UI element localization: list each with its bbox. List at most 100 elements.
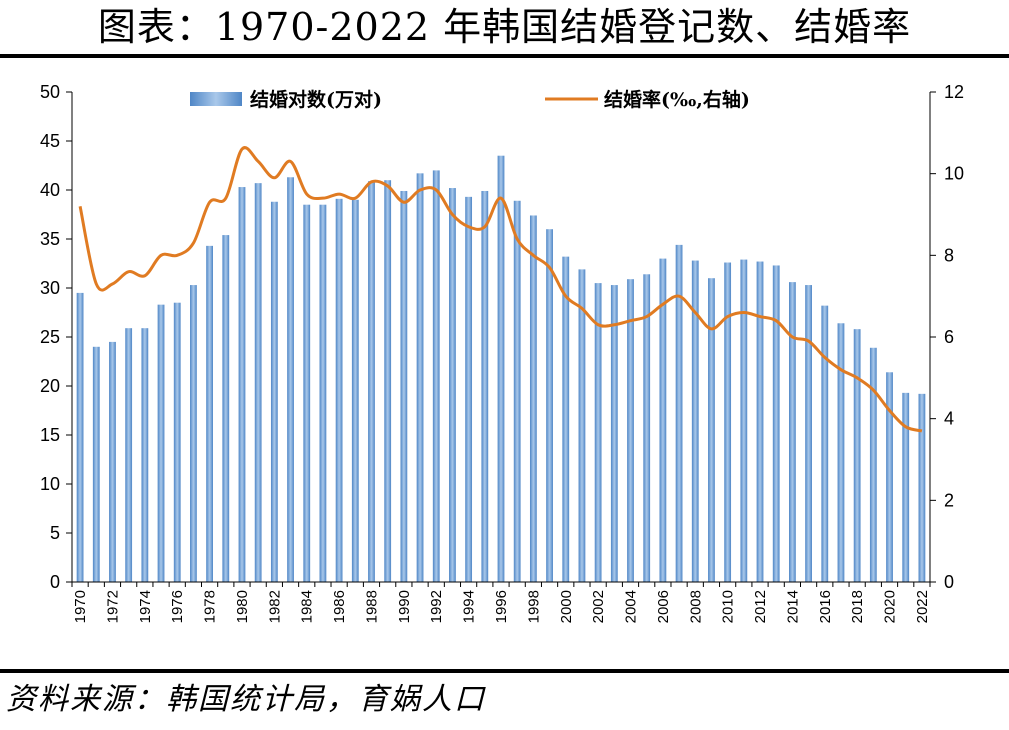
x-tick-label: 1980 — [234, 590, 251, 623]
title-divider — [0, 54, 1009, 58]
chart: 0 5 10 15 20 25 30 35 40 45 50 0 2 4 6 8 10 12 1970 1972 197… — [40, 82, 964, 623]
bar-2018 — [853, 329, 861, 582]
y-right-tick-label: 0 — [944, 572, 954, 592]
bar-2021 — [902, 392, 910, 582]
bar-2012 — [756, 261, 764, 582]
bar-2022 — [918, 393, 926, 582]
x-tick-label: 1992 — [428, 590, 445, 623]
x-tick-label: 1996 — [493, 590, 510, 623]
x-tick-label: 2020 — [882, 590, 899, 623]
bar-2000 — [562, 256, 570, 582]
y-left-tick-label: 15 — [40, 425, 60, 445]
y-right-tick-label: 2 — [944, 490, 954, 510]
bar-1987 — [351, 199, 359, 583]
x-tick-label: 1986 — [331, 590, 348, 623]
chart-title: 图表：1970-2022 年韩国结婚登记数、结婚率 — [97, 5, 912, 49]
x-tick-label: 1972 — [104, 590, 121, 623]
bar-1986 — [335, 198, 343, 582]
x-tick-label: 1998 — [525, 590, 542, 623]
bar-2013 — [772, 265, 780, 582]
x-tick-label: 1976 — [169, 590, 186, 623]
bar-1988 — [368, 181, 375, 582]
bar-1990 — [400, 190, 408, 583]
x-tick-label: 2014 — [784, 590, 801, 623]
source-divider — [0, 669, 1009, 673]
bar-2010 — [724, 262, 732, 582]
bar-1973 — [125, 328, 133, 582]
x-tick-label: 1990 — [396, 590, 413, 623]
bar-1997 — [513, 200, 521, 582]
x-tick-label: 2022 — [914, 590, 931, 623]
bar-1989 — [384, 180, 392, 582]
bar-1992 — [432, 170, 440, 582]
y-left-tick-label: 25 — [40, 327, 60, 347]
bar-2016 — [821, 305, 829, 582]
x-tick-label: 2002 — [590, 590, 607, 623]
x-tick-label: 2006 — [655, 590, 672, 623]
bar-1982 — [270, 201, 278, 582]
bar-1994 — [465, 196, 473, 583]
bar-series — [76, 155, 926, 583]
y-left-tick-label: 50 — [40, 82, 60, 102]
y-right-tick-label: 10 — [944, 164, 964, 184]
legend-line-label: 结婚率(‰,右轴) — [604, 88, 750, 111]
bar-2001 — [578, 269, 586, 582]
y-right-tick-label: 4 — [944, 409, 954, 429]
bar-1981 — [254, 183, 262, 582]
bar-2020 — [886, 372, 893, 582]
axes: 0 5 10 15 20 25 30 35 40 45 50 0 2 4 6 8 10 12 1970 1972 197… — [40, 82, 964, 623]
y-left-tick-label: 10 — [40, 474, 60, 494]
legend-bar-swatch — [190, 92, 242, 106]
line-series — [78, 146, 923, 433]
x-tick-label: 2016 — [817, 590, 834, 623]
x-tick-label: 1994 — [461, 590, 478, 623]
y-left-tick-label: 45 — [40, 131, 60, 151]
bar-2002 — [594, 283, 602, 582]
legend: 结婚对数(万对) 结婚率(‰,右轴) — [190, 88, 750, 111]
legend-bar-label: 结婚对数(万对) — [250, 88, 382, 111]
x-tick-label: 2000 — [558, 590, 575, 623]
x-tick-label: 2008 — [687, 590, 704, 623]
x-tick-label: 1984 — [299, 590, 316, 623]
bar-2004 — [627, 279, 634, 582]
x-tick-label: 1970 — [72, 590, 89, 623]
bar-1974 — [141, 328, 149, 582]
bar-1970 — [76, 292, 84, 582]
bar-1977 — [190, 285, 197, 582]
bar-1979 — [222, 235, 230, 582]
bar-1985 — [319, 204, 327, 582]
bar-1972 — [109, 341, 116, 582]
x-tick-label: 2018 — [849, 590, 866, 623]
bar-2006 — [659, 258, 667, 582]
x-tick-label: 2004 — [623, 590, 640, 623]
bar-1993 — [449, 188, 456, 583]
x-tick-label: 1978 — [202, 590, 219, 623]
x-tick-label: 1982 — [266, 590, 283, 623]
bar-1995 — [481, 190, 489, 583]
bar-2003 — [610, 285, 618, 582]
bar-1991 — [416, 173, 424, 582]
bar-2005 — [643, 274, 651, 582]
x-tick-label: 2010 — [720, 590, 737, 623]
source-note: 资料来源：韩国统计局，育娲人口 — [6, 682, 486, 717]
bar-1975 — [157, 304, 165, 582]
bar-2017 — [837, 323, 845, 582]
y-left-tick-label: 0 — [50, 572, 60, 592]
bar-2019 — [869, 347, 877, 582]
bar-2015 — [805, 285, 812, 582]
bar-1984 — [303, 204, 311, 582]
bar-2011 — [740, 259, 748, 582]
y-right-tick-label: 8 — [944, 245, 954, 265]
y-right-tick-label: 12 — [944, 82, 964, 102]
x-tick-label: 2012 — [752, 590, 769, 623]
bar-2014 — [789, 282, 796, 582]
bar-1983 — [287, 177, 294, 582]
y-left-tick-label: 5 — [50, 523, 60, 543]
bar-1999 — [546, 229, 553, 582]
x-tick-label: 1974 — [137, 590, 154, 623]
bar-1996 — [497, 155, 505, 582]
y-right-tick-label: 6 — [944, 327, 954, 347]
bar-2007 — [675, 244, 683, 582]
y-left-tick-label: 35 — [40, 229, 60, 249]
y-left-tick-label: 30 — [40, 278, 60, 298]
